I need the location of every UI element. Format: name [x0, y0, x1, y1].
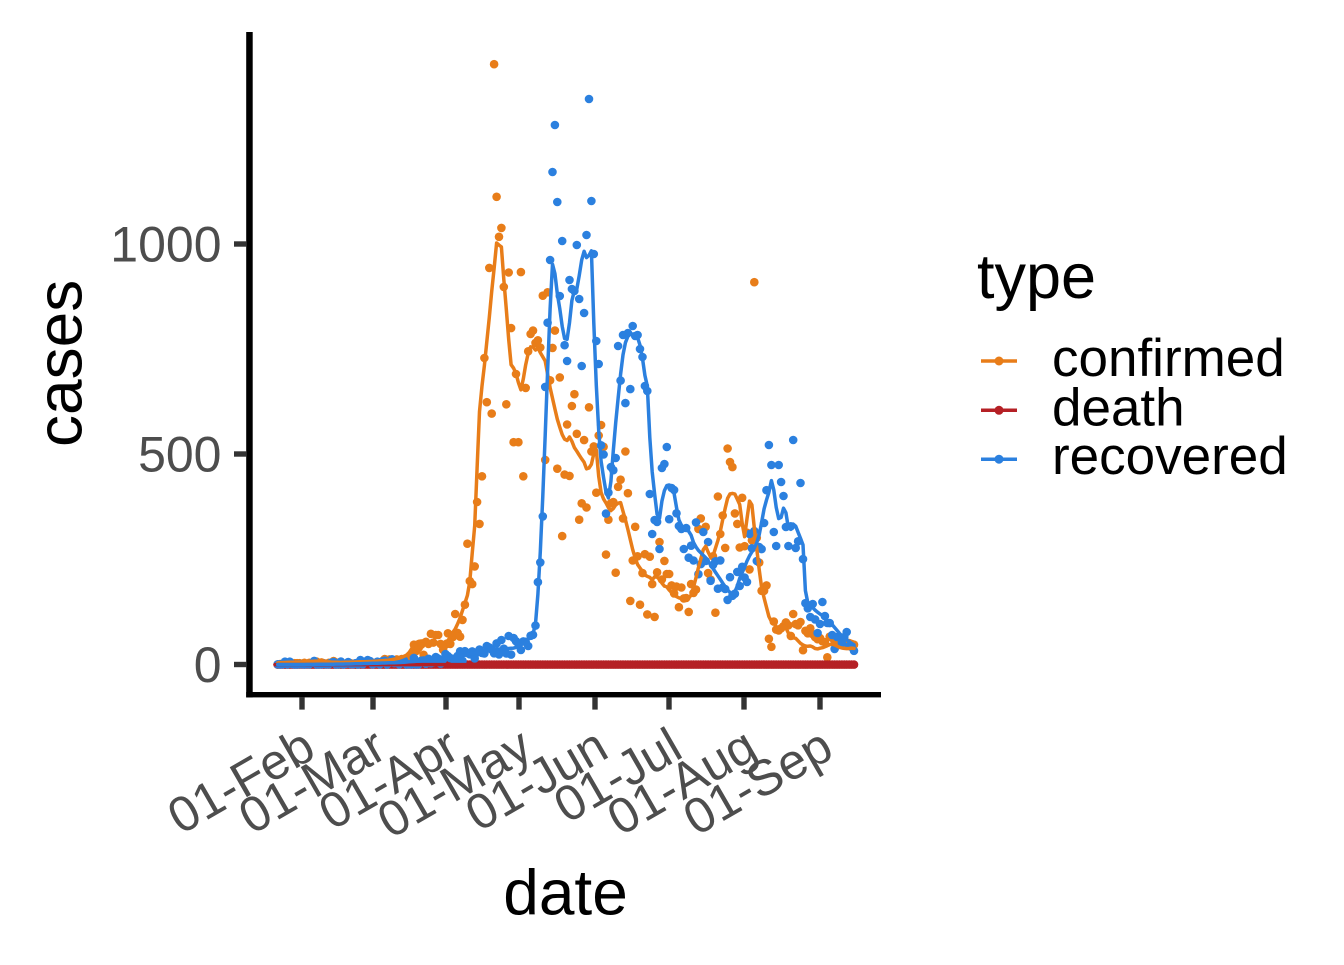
svg-text:500: 500 [138, 427, 221, 483]
svg-text:recovered: recovered [1052, 427, 1288, 486]
svg-text:1000: 1000 [110, 217, 221, 273]
svg-text:type: type [977, 242, 1096, 312]
svg-text:date: date [503, 857, 628, 929]
svg-text:cases: cases [24, 280, 96, 447]
svg-text:confirmed: confirmed [1052, 329, 1285, 388]
svg-text:death: death [1052, 378, 1185, 437]
svg-text:0: 0 [194, 637, 222, 693]
